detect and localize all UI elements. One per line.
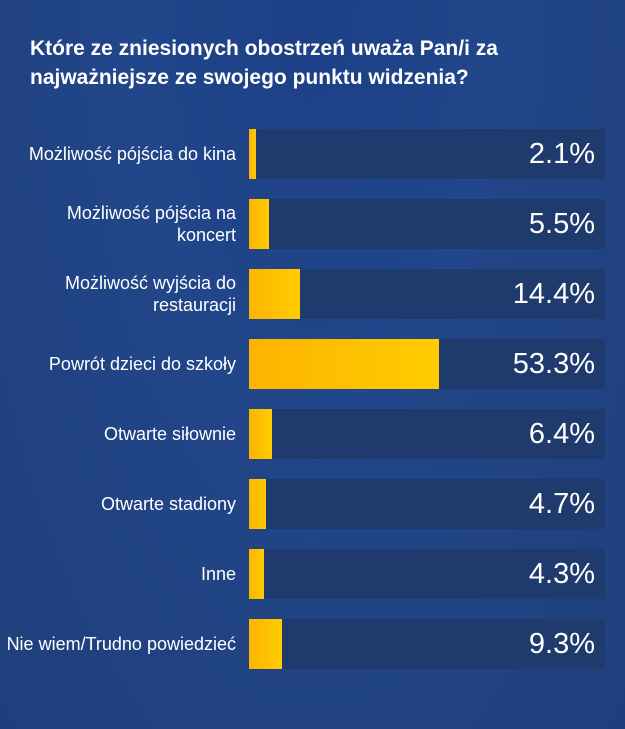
bar-track	[249, 549, 605, 599]
category-label: Możliwość pójścia do kina	[28, 144, 236, 164]
bar	[249, 129, 257, 179]
chart-title: Które ze zniesionych obostrzeń uważa Pan…	[30, 37, 498, 89]
data-label: 4.3%	[528, 558, 595, 590]
bar-track	[249, 269, 605, 319]
category-label: Otwarte stadiony	[100, 494, 236, 514]
bar-track	[249, 479, 605, 529]
bar-track	[249, 129, 605, 179]
data-label: 5.5%	[528, 208, 595, 240]
bar	[249, 339, 439, 389]
bar-track	[249, 409, 605, 459]
bar-track	[249, 199, 605, 249]
category-label: Powrót dzieci do szkoły	[48, 354, 236, 374]
category-label: Możliwość wyjścia do restauracji	[64, 273, 236, 315]
category-label: Otwarte siłownie	[103, 424, 236, 444]
data-label: 53.3%	[512, 348, 595, 380]
data-label: 6.4%	[528, 418, 595, 450]
bar	[249, 619, 283, 669]
data-label: 4.7%	[528, 488, 595, 520]
category-label: Możliwość pójścia na koncert	[66, 203, 236, 245]
bar	[249, 269, 301, 319]
bar	[249, 409, 272, 459]
bar	[249, 199, 269, 249]
data-label: 14.4%	[512, 278, 595, 310]
bar-track	[249, 619, 605, 669]
bar	[249, 549, 265, 599]
data-label: 2.1%	[528, 138, 595, 170]
data-label: 9.3%	[528, 628, 595, 660]
bar	[249, 479, 266, 529]
category-label: Inne	[200, 564, 236, 584]
category-label: Nie wiem/Trudno powiedzieć	[6, 634, 236, 654]
